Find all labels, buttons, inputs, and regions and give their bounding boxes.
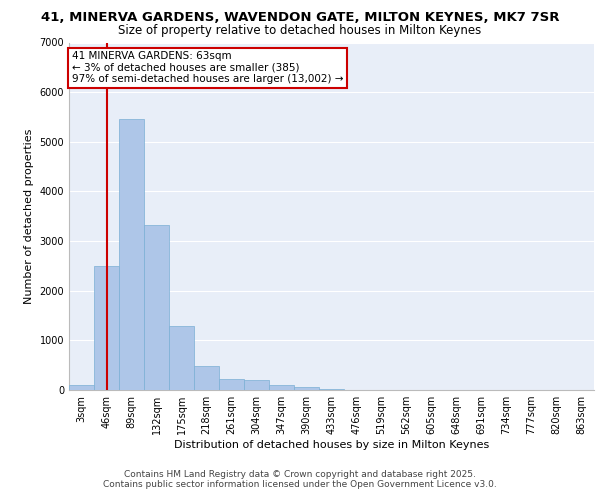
Bar (169, 326, 194, 390)
Bar (244, 380, 269, 390)
Bar (94, 266, 119, 390)
Text: Contains HM Land Registry data © Crown copyright and database right 2025.
Contai: Contains HM Land Registry data © Crown c… (103, 470, 497, 489)
Bar (69, 385, 94, 390)
Bar (194, 366, 219, 390)
Bar (269, 386, 294, 390)
X-axis label: Distribution of detached houses by size in Milton Keynes: Distribution of detached houses by size … (174, 440, 489, 450)
Text: 41 MINERVA GARDENS: 63sqm
← 3% of detached houses are smaller (385)
97% of semi-: 41 MINERVA GARDENS: 63sqm ← 3% of detach… (71, 51, 343, 84)
Bar (219, 380, 244, 390)
Bar (319, 389, 344, 390)
Bar (119, 120, 144, 390)
Bar (294, 387, 319, 390)
Y-axis label: Number of detached properties: Number of detached properties (24, 128, 34, 304)
Bar (144, 224, 169, 390)
Text: 41, MINERVA GARDENS, WAVENDON GATE, MILTON KEYNES, MK7 7SR: 41, MINERVA GARDENS, WAVENDON GATE, MILT… (41, 11, 559, 24)
Text: Size of property relative to detached houses in Milton Keynes: Size of property relative to detached ho… (118, 24, 482, 37)
